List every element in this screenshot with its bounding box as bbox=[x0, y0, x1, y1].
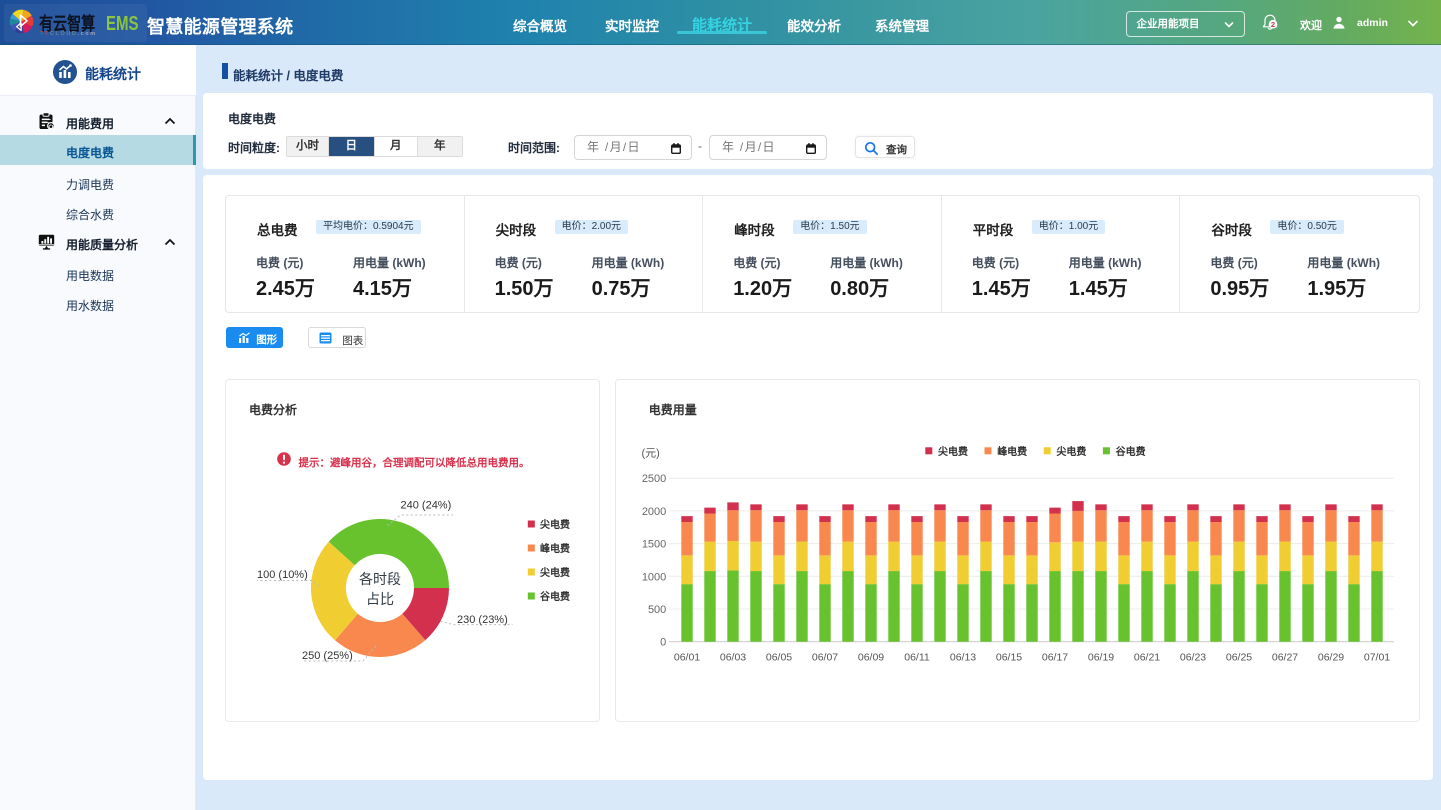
svg-text:尖电费: 尖电费 bbox=[540, 518, 570, 531]
svg-text:谷电费: 谷电费 bbox=[540, 590, 570, 603]
svg-text:06/19: 06/19 bbox=[1088, 652, 1114, 664]
svg-text:06/15: 06/15 bbox=[996, 652, 1022, 664]
svg-text:(元): (元) bbox=[642, 448, 660, 460]
svg-text:占比: 占比 bbox=[366, 591, 394, 607]
svg-text:06/27: 06/27 bbox=[1272, 652, 1298, 664]
svg-text:06/29: 06/29 bbox=[1318, 652, 1344, 664]
svg-text:峰电费: 峰电费 bbox=[540, 542, 570, 555]
svg-text:07/01: 07/01 bbox=[1364, 652, 1390, 664]
svg-text:尖电费: 尖电费 bbox=[540, 566, 570, 579]
svg-text:100 (10%): 100 (10%) bbox=[257, 569, 308, 581]
svg-text:230 (23%): 230 (23%) bbox=[457, 614, 508, 626]
svg-text:1500: 1500 bbox=[642, 539, 666, 551]
svg-text:06/05: 06/05 bbox=[766, 652, 792, 664]
svg-text:峰电费: 峰电费 bbox=[997, 445, 1027, 458]
svg-text:提示：避峰用谷，合理调配可以降低总用电费用。: 提示：避峰用谷，合理调配可以降低总用电费用。 bbox=[299, 456, 530, 469]
svg-text:06/09: 06/09 bbox=[858, 652, 884, 664]
svg-text:06/21: 06/21 bbox=[1134, 652, 1160, 664]
svg-text:2500: 2500 bbox=[642, 473, 666, 485]
svg-text:06/13: 06/13 bbox=[950, 652, 976, 664]
svg-text:240 (24%): 240 (24%) bbox=[401, 499, 452, 511]
svg-text:06/25: 06/25 bbox=[1226, 652, 1252, 664]
svg-text:2: 2 bbox=[1271, 20, 1275, 29]
svg-text:尖电费: 尖电费 bbox=[938, 445, 968, 458]
svg-text:06/23: 06/23 bbox=[1180, 652, 1206, 664]
svg-text:06/07: 06/07 bbox=[812, 652, 838, 664]
svg-text:尖电费: 尖电费 bbox=[1057, 445, 1087, 458]
svg-text:06/11: 06/11 bbox=[904, 652, 930, 664]
svg-text:06/03: 06/03 bbox=[720, 652, 746, 664]
svg-text:2000: 2000 bbox=[642, 506, 666, 518]
svg-text:1000: 1000 bbox=[642, 571, 666, 583]
svg-text:谷电费: 谷电费 bbox=[1116, 445, 1146, 458]
svg-text:06/01: 06/01 bbox=[674, 652, 700, 664]
svg-text:各时段: 各时段 bbox=[359, 571, 401, 587]
svg-text:500: 500 bbox=[648, 604, 666, 616]
svg-text:0: 0 bbox=[660, 637, 666, 649]
svg-text:250 (25%): 250 (25%) bbox=[302, 650, 353, 662]
svg-text:06/17: 06/17 bbox=[1042, 652, 1068, 664]
